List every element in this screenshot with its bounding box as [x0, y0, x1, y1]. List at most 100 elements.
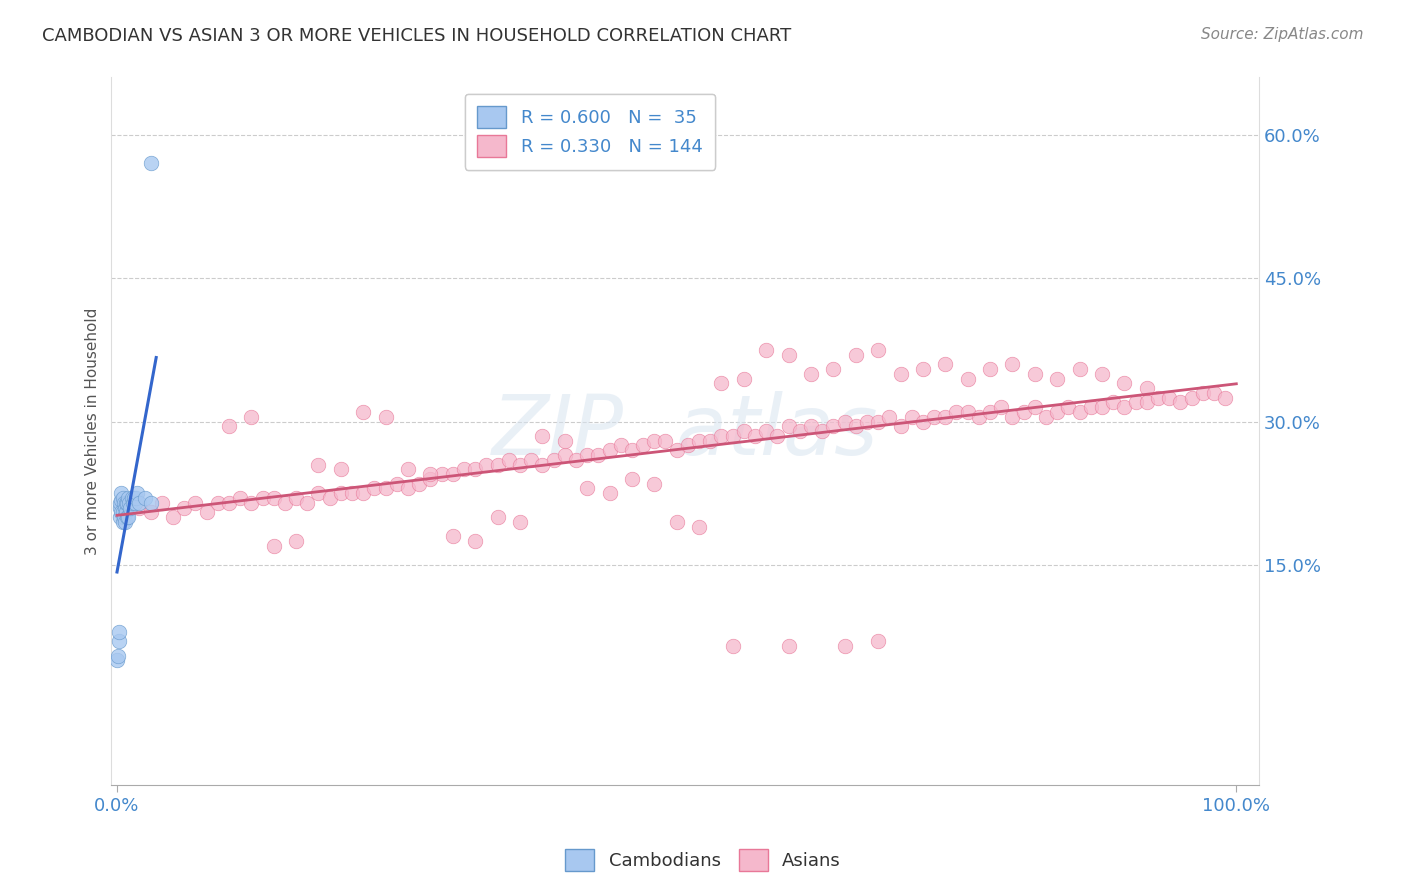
Point — [990, 401, 1012, 415]
Point — [318, 491, 340, 505]
Point — [1001, 357, 1024, 371]
Point — [1024, 401, 1046, 415]
Point — [834, 415, 856, 429]
Point — [956, 371, 979, 385]
Point — [911, 415, 934, 429]
Point — [308, 486, 330, 500]
Point — [127, 486, 149, 500]
Text: Source: ZipAtlas.com: Source: ZipAtlas.com — [1201, 27, 1364, 42]
Point — [117, 510, 139, 524]
Y-axis label: 3 or more Vehicles in Household: 3 or more Vehicles in Household — [86, 308, 100, 555]
Point — [688, 434, 710, 448]
Point — [1069, 362, 1091, 376]
Point — [576, 482, 599, 496]
Point — [620, 443, 643, 458]
Point — [554, 434, 576, 448]
Point — [654, 434, 676, 448]
Point — [800, 367, 823, 381]
Point — [125, 491, 148, 505]
Point — [1080, 401, 1102, 415]
Point — [441, 467, 464, 482]
Point — [643, 476, 665, 491]
Point — [263, 539, 285, 553]
Point — [128, 496, 150, 510]
Point — [889, 419, 911, 434]
Point — [1136, 381, 1159, 395]
Point — [207, 496, 229, 510]
Point — [1024, 367, 1046, 381]
Point — [252, 491, 274, 505]
Point — [733, 371, 755, 385]
Point — [676, 438, 699, 452]
Point — [363, 482, 385, 496]
Point — [721, 429, 744, 443]
Point — [789, 424, 811, 438]
Point — [631, 438, 654, 452]
Point — [139, 156, 162, 170]
Point — [1057, 401, 1080, 415]
Point — [419, 472, 441, 486]
Point — [110, 505, 132, 519]
Point — [565, 452, 588, 467]
Point — [1069, 405, 1091, 419]
Point — [554, 448, 576, 462]
Point — [184, 496, 207, 510]
Point — [263, 491, 285, 505]
Point — [150, 496, 173, 510]
Point — [285, 491, 308, 505]
Point — [110, 496, 132, 510]
Point — [643, 434, 665, 448]
Point — [352, 486, 374, 500]
Point — [464, 462, 486, 476]
Point — [128, 500, 150, 515]
Point — [733, 424, 755, 438]
Point — [218, 496, 240, 510]
Point — [922, 409, 945, 424]
Point — [834, 639, 856, 653]
Point — [107, 648, 129, 663]
Point — [453, 462, 475, 476]
Point — [778, 419, 800, 434]
Point — [911, 362, 934, 376]
Point — [900, 409, 922, 424]
Point — [115, 510, 138, 524]
Point — [509, 458, 531, 472]
Legend: R = 0.600   N =  35, R = 0.330   N = 144: R = 0.600 N = 35, R = 0.330 N = 144 — [464, 94, 716, 170]
Point — [274, 496, 297, 510]
Point — [117, 491, 139, 505]
Point — [408, 476, 430, 491]
Point — [486, 458, 509, 472]
Point — [240, 409, 263, 424]
Point — [110, 500, 132, 515]
Point — [845, 348, 868, 362]
Point — [588, 448, 610, 462]
Point — [498, 452, 520, 467]
Point — [665, 443, 688, 458]
Point — [868, 343, 890, 357]
Point — [218, 419, 240, 434]
Point — [1125, 395, 1147, 409]
Point — [108, 634, 131, 648]
Point — [856, 415, 879, 429]
Text: CAMBODIAN VS ASIAN 3 OR MORE VEHICLES IN HOUSEHOLD CORRELATION CHART: CAMBODIAN VS ASIAN 3 OR MORE VEHICLES IN… — [42, 27, 792, 45]
Point — [1102, 395, 1125, 409]
Point — [110, 510, 132, 524]
Point — [721, 639, 744, 653]
Point — [486, 510, 509, 524]
Point — [766, 429, 789, 443]
Point — [121, 491, 143, 505]
Point — [1180, 391, 1202, 405]
Point — [879, 409, 901, 424]
Text: ZIP  atlas: ZIP atlas — [492, 391, 879, 472]
Point — [374, 409, 396, 424]
Point — [352, 405, 374, 419]
Point — [778, 639, 800, 653]
Point — [543, 452, 565, 467]
Point — [419, 467, 441, 482]
Point — [441, 529, 464, 543]
Point — [115, 496, 138, 510]
Point — [934, 357, 956, 371]
Point — [122, 491, 145, 505]
Point — [531, 429, 554, 443]
Point — [599, 443, 621, 458]
